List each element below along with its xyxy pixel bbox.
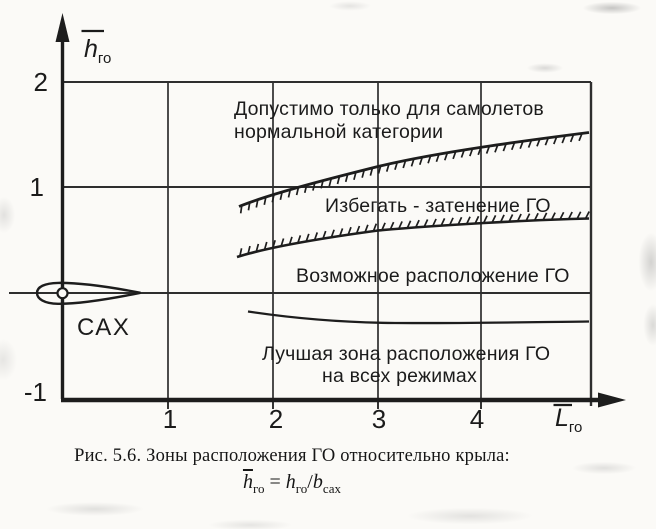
zone-best-line1: Лучшая зона расположения ГО [262,343,550,365]
figure-caption: Рис. 5.6. Зоны расположения ГО относител… [0,446,656,497]
wing-airfoil [35,281,141,306]
best-zone-boundary [247,310,590,325]
lower-hatched-boundary [236,217,590,259]
x-tick-2: 2 [269,404,283,434]
tick-labels: 2 1 -1 1 2 3 4 [24,67,484,434]
mac-label: САХ [77,314,130,341]
caption-text: Рис. 5.6. Зоны расположения ГО относител… [74,446,510,466]
y-tick-1: 1 [30,172,44,202]
hatch-ticks [239,211,590,257]
mac-point-icon [56,287,69,300]
y-tick-minus1: -1 [24,377,47,407]
caption-formula: hго = hго/bсах [242,471,342,496]
x-tick-3: 3 [372,404,386,434]
zone-best-line2: на всех режимах [322,365,477,387]
airfoil-outline [35,281,141,306]
y-tick-2: 2 [34,67,48,97]
x-tick-1: 1 [163,404,177,434]
y-axis-label: hго [84,35,111,67]
grid-lines [9,80,593,406]
zone-possible-label: Возможное расположение ГО [296,265,570,287]
zone-labels: Допустимо только для самолетов нормально… [77,98,570,387]
axis-labels: hго Lго [81,29,582,436]
axes [55,13,626,409]
x-axis-label: Lго [555,404,582,436]
hatch-ticks [239,133,583,214]
zone-avoid-label: Избегать - затенение ГО [325,195,551,217]
boundary-curves [236,131,590,325]
figure-chart: hго Lго 2 1 -1 1 2 3 4 Допустимо только … [9,13,626,436]
zone-permissible-line1: Допустимо только для самолетов [234,98,544,120]
x-tick-4: 4 [470,404,484,434]
zone-permissible-line2: нормальной категории [234,121,443,143]
y-axis-arrow-icon [55,13,70,42]
x-axis-tick-marks [167,400,482,409]
x-axis-arrow-icon [598,392,626,408]
